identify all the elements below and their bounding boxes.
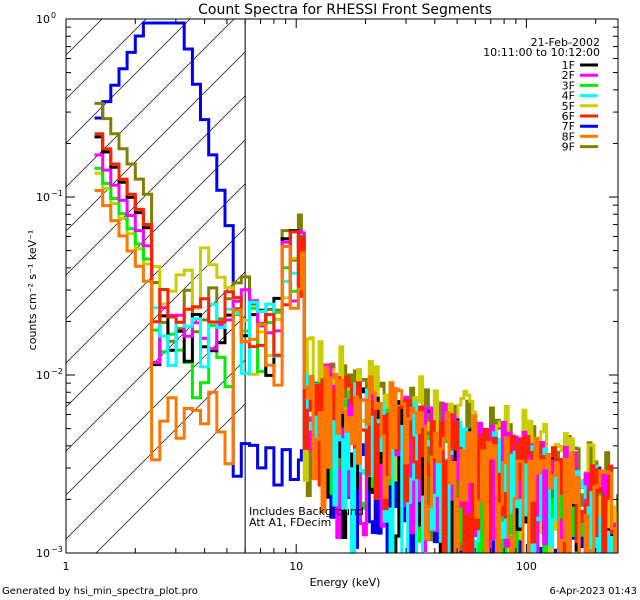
hatch-line [66, 95, 246, 276]
legend-label-1F: 1F [562, 59, 575, 72]
hatch-line [66, 315, 246, 496]
legend-label-5F: 5F [562, 100, 575, 113]
hatch-line [66, 19, 191, 144]
legend-label-3F: 3F [562, 79, 575, 92]
footer-timestamp: 6-Apr-2023 01:43 [550, 586, 637, 597]
legend-date: 21-Feb-2002 [531, 36, 600, 49]
x-tick-label: 100 [516, 560, 537, 573]
chart-title: Count Spectra for RHESSI Front Segments [198, 2, 492, 18]
y-tick-label-exponent: −2 [51, 367, 63, 376]
legend-label-4F: 4F [562, 90, 575, 103]
legend-label-8F: 8F [562, 130, 575, 143]
y-tick-label: 10 [36, 547, 50, 560]
legend-label-7F: 7F [562, 120, 575, 133]
y-tick-label-exponent: 0 [51, 11, 56, 20]
legend-time-range: 10:11:00 to 10:12:00 [483, 46, 600, 59]
x-tick-labels: 1 10 100 [63, 560, 537, 573]
axis-ticks [65, 18, 618, 554]
legend-label-2F: 2F [562, 69, 575, 82]
hatch-line [95, 403, 246, 553]
series-layer [94, 21, 618, 553]
x-tick-label: 1 [63, 560, 70, 573]
y-tick-label: 10 [36, 13, 50, 26]
y-tick-label: 10 [36, 191, 50, 204]
x-axis-label: Energy (keV) [310, 576, 381, 589]
y-axis-label: counts cm⁻² s⁻¹ keV⁻¹ [26, 230, 39, 351]
legend-label-9F: 9F [562, 141, 575, 154]
hatch-line [66, 183, 246, 364]
hatch-line [66, 227, 246, 408]
hatch-line [66, 51, 246, 232]
hatch-line [66, 359, 246, 540]
hatch-line [66, 139, 246, 320]
footer-generated-by: Generated by hsi_min_spectra_plot.pro [2, 586, 198, 597]
x-tick-label: 10 [289, 560, 303, 573]
y-tick-label-exponent: −3 [51, 545, 63, 554]
annotation-attenuator: Att A1, FDecim [249, 516, 331, 529]
series-line-8F [94, 189, 618, 553]
annotation-background: Includes Background [249, 505, 364, 518]
y-tick-label-exponent: −1 [51, 189, 63, 198]
y-tick-label: 10 [36, 369, 50, 382]
plot-frame [65, 18, 619, 554]
hatch-line [66, 19, 235, 188]
legend-label-6F: 6F [562, 110, 575, 123]
